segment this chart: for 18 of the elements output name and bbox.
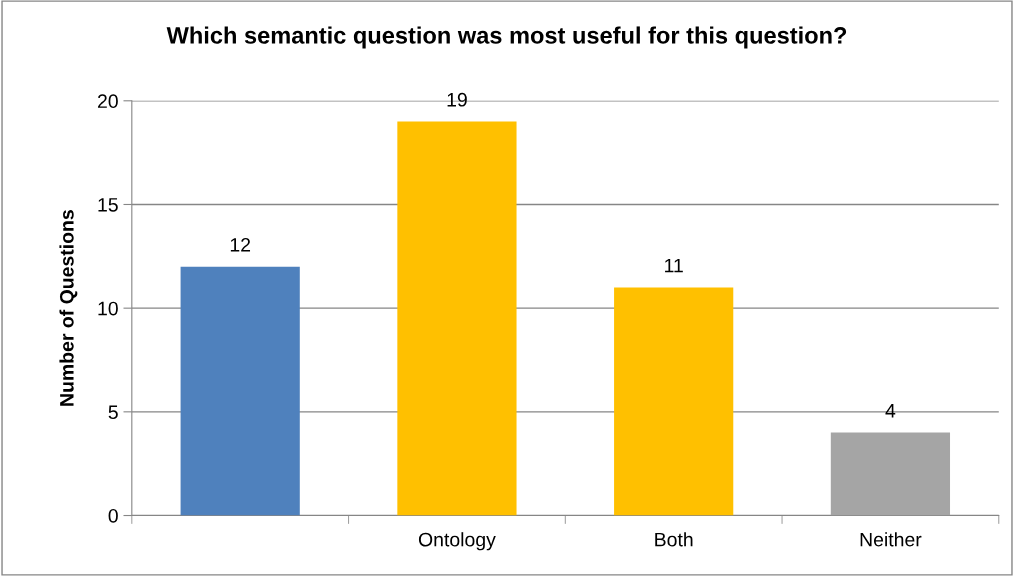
bar [830,432,951,516]
data-label: 11 [665,258,683,273]
y-axis-title: Number of Questions [59,210,78,406]
y-tick-label: 5 [108,405,118,420]
x-tick-label: Neither [860,532,922,547]
data-label: 19 [447,92,467,107]
bar [614,287,734,516]
y-tick-label: 0 [108,508,118,523]
bar [397,121,517,516]
x-tick-label: Both [655,532,693,547]
chart-title: Which semantic question was most useful for this question? [166,26,847,49]
data-label: 12 [230,237,251,252]
x-tick-label: Ontology [418,532,496,551]
data-label: 4 [885,404,896,418]
y-tick-label: 20 [97,94,118,109]
y-tick-label: 10 [98,301,118,316]
bar [180,266,300,516]
y-tick-label: 15 [98,198,118,212]
